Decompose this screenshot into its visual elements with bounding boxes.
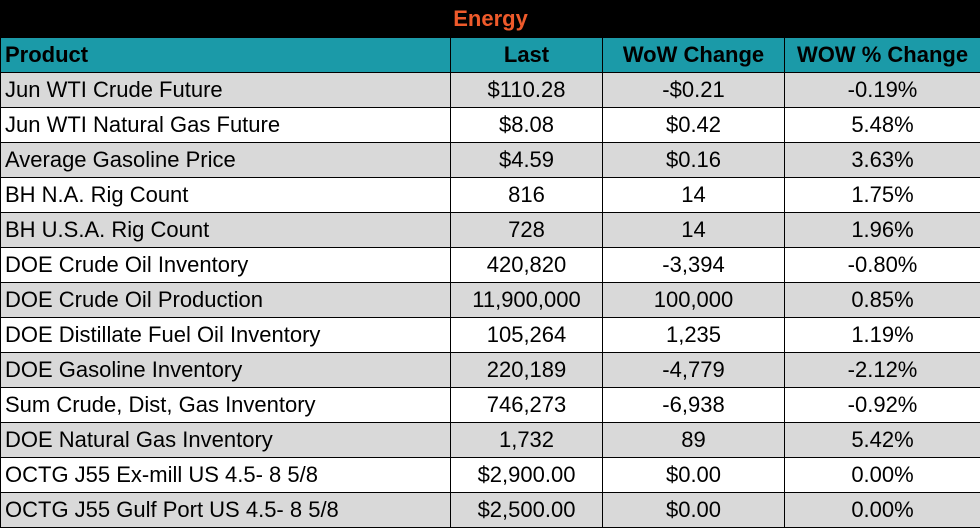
table-row: BH N.A. Rig Count 816 14 1.75% (0, 177, 980, 213)
cell-wow-pct-change: 3.63% (783, 142, 980, 178)
cell-last: 420,820 (450, 247, 603, 283)
cell-last: 746,273 (450, 387, 603, 423)
cell-last: $4.59 (450, 142, 603, 178)
table-row: DOE Crude Oil Production 11,900,000 100,00… (0, 282, 980, 318)
cell-wow-change: -6,938 (602, 387, 785, 423)
cell-wow-change: -$0.21 (602, 72, 785, 108)
cell-wow-change: 100,000 (602, 282, 785, 318)
cell-last: 816 (450, 177, 603, 213)
header-row: Product Last WoW Change WOW % Change (0, 37, 980, 73)
cell-wow-pct-change: 0.00% (783, 457, 980, 493)
cell-product: DOE Natural Gas Inventory (0, 422, 451, 458)
cell-wow-change: $0.00 (602, 492, 785, 528)
cell-wow-change: $0.42 (602, 107, 785, 143)
header-last: Last (450, 37, 603, 73)
cell-product: Jun WTI Natural Gas Future (0, 107, 451, 143)
cell-last: $110.28 (450, 72, 603, 108)
table-row: DOE Natural Gas Inventory 1,732 89 5.42% (0, 422, 980, 458)
table-title: Energy (0, 0, 980, 38)
cell-product: Average Gasoline Price (0, 142, 451, 178)
cell-last: $2,900.00 (450, 457, 603, 493)
cell-product: DOE Distillate Fuel Oil Inventory (0, 317, 451, 353)
cell-last: 1,732 (450, 422, 603, 458)
cell-last: 220,189 (450, 352, 603, 388)
cell-wow-pct-change: -2.12% (783, 352, 980, 388)
cell-product: Jun WTI Crude Future (0, 72, 451, 108)
table-row: Average Gasoline Price $4.59 $0.16 3.63% (0, 142, 980, 178)
table-row: Jun WTI Crude Future $110.28 -$0.21 -0.19% (0, 72, 980, 108)
cell-wow-change: $0.00 (602, 457, 785, 493)
cell-wow-change: -3,394 (602, 247, 785, 283)
table-row: Jun WTI Natural Gas Future $8.08 $0.42 5.48… (0, 107, 980, 143)
cell-wow-pct-change: 0.00% (783, 492, 980, 528)
cell-product: Sum Crude, Dist, Gas Inventory (0, 387, 451, 423)
cell-wow-pct-change: 1.19% (783, 317, 980, 353)
cell-wow-change: 89 (602, 422, 785, 458)
header-product: Product (0, 37, 451, 73)
cell-last: 728 (450, 212, 603, 248)
table-row: DOE Gasoline Inventory 220,189 -4,779 -2.12… (0, 352, 980, 388)
cell-wow-change: 14 (602, 212, 785, 248)
table-row: BH U.S.A. Rig Count 728 14 1.96% (0, 212, 980, 248)
table-row: OCTG J55 Gulf Port US 4.5- 8 5/8 $2,500.0… (0, 492, 980, 528)
cell-wow-pct-change: 5.48% (783, 107, 980, 143)
cell-wow-change: $0.16 (602, 142, 785, 178)
header-wow-pct-change: WOW % Change (783, 37, 980, 73)
cell-wow-pct-change: 0.85% (783, 282, 980, 318)
cell-wow-pct-change: -0.80% (783, 247, 980, 283)
cell-wow-change: 1,235 (602, 317, 785, 353)
cell-wow-change: -4,779 (602, 352, 785, 388)
table-row: Sum Crude, Dist, Gas Inventory 746,273 -6,… (0, 387, 980, 423)
table-body: Jun WTI Crude Future $110.28 -$0.21 -0.19% J… (0, 72, 980, 528)
cell-last: 105,264 (450, 317, 603, 353)
header-wow-change: WoW Change (602, 37, 785, 73)
cell-product: BH N.A. Rig Count (0, 177, 451, 213)
cell-wow-change: 14 (602, 177, 785, 213)
cell-product: BH U.S.A. Rig Count (0, 212, 451, 248)
cell-wow-pct-change: 5.42% (783, 422, 980, 458)
cell-wow-pct-change: -0.19% (783, 72, 980, 108)
cell-product: DOE Gasoline Inventory (0, 352, 451, 388)
cell-product: DOE Crude Oil Inventory (0, 247, 451, 283)
cell-product: OCTG J55 Ex-mill US 4.5- 8 5/8 (0, 457, 451, 493)
cell-last: $8.08 (450, 107, 603, 143)
cell-wow-pct-change: 1.96% (783, 212, 980, 248)
table-row: DOE Distillate Fuel Oil Inventory 105,264… (0, 317, 980, 353)
table-row: DOE Crude Oil Inventory 420,820 -3,394 -0.8… (0, 247, 980, 283)
cell-wow-pct-change: 1.75% (783, 177, 980, 213)
cell-product: DOE Crude Oil Production (0, 282, 451, 318)
cell-last: 11,900,000 (450, 282, 603, 318)
cell-wow-pct-change: -0.92% (783, 387, 980, 423)
cell-product: OCTG J55 Gulf Port US 4.5- 8 5/8 (0, 492, 451, 528)
table-title-row: Energy (0, 0, 980, 38)
cell-last: $2,500.00 (450, 492, 603, 528)
table-row: OCTG J55 Ex-mill US 4.5- 8 5/8 $2,900.00 $… (0, 457, 980, 493)
